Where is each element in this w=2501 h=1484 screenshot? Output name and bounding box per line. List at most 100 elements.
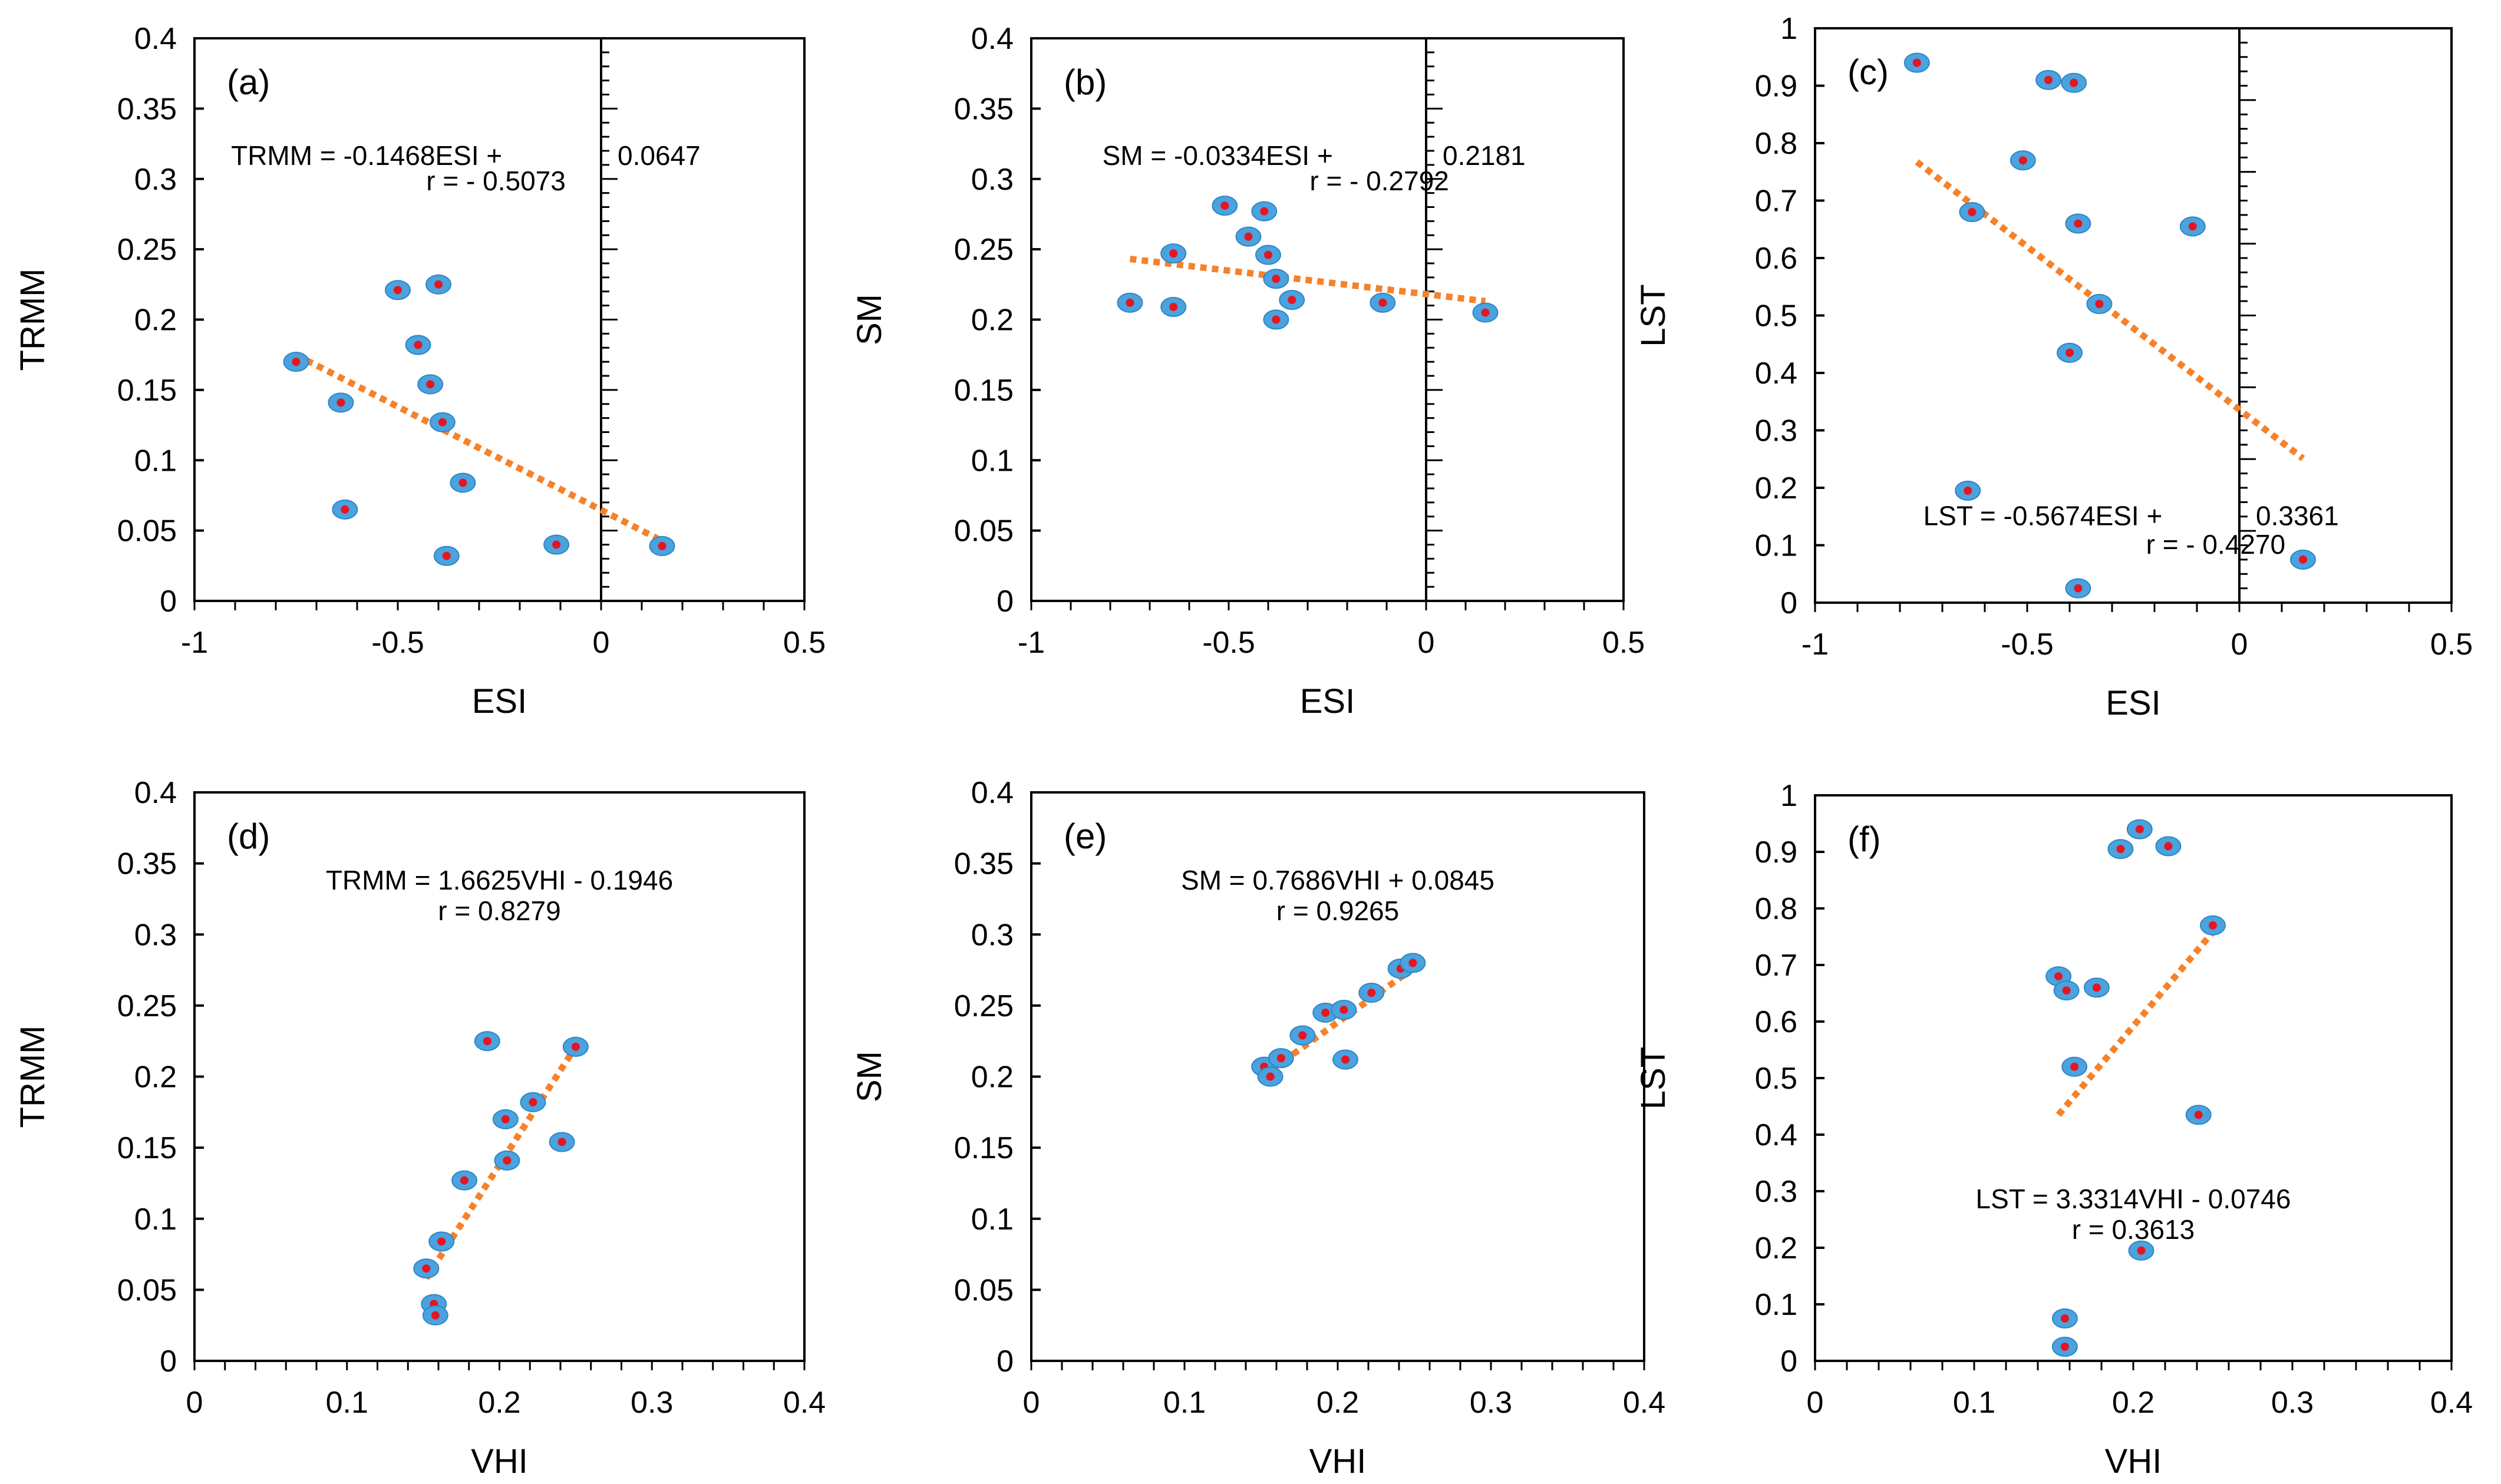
data-point bbox=[1117, 292, 1143, 313]
y-tick-label: 0.4 bbox=[971, 22, 1014, 56]
panel-e: 0 0.05 0.1 0.15 0.2 0.25 0.3 0.35 0.4 0 0.1 0.2 0.3 0… bbox=[850, 776, 1665, 1480]
y-axis-label: TRMM bbox=[14, 1026, 52, 1128]
x-tick-label: 0 bbox=[1023, 1386, 1040, 1420]
data-point bbox=[1289, 1025, 1316, 1046]
y-tick-label: 0.3 bbox=[134, 918, 177, 952]
equation-constant: 0.3361 bbox=[2256, 500, 2339, 531]
data-point bbox=[1263, 269, 1289, 289]
y-tick-label: 0.6 bbox=[1755, 1005, 1797, 1039]
data-point bbox=[1160, 243, 1187, 264]
data-point bbox=[549, 1132, 575, 1152]
y-tick-label: 0.25 bbox=[954, 989, 1014, 1023]
data-point bbox=[405, 335, 431, 355]
x-axis-label: VHI bbox=[471, 1442, 528, 1480]
data-point bbox=[422, 1305, 448, 1326]
panel-d: 0 0.05 0.1 0.15 0.2 0.25 0.3 0.35 0.4 0 0.1 0.2 0.3 0… bbox=[14, 776, 826, 1480]
equation-constant: 0.2181 bbox=[1443, 140, 1526, 171]
y-tick-label: 0.7 bbox=[1755, 948, 1797, 983]
plot-frame bbox=[193, 37, 806, 602]
y-tick-label: 0.15 bbox=[954, 1131, 1014, 1165]
panel-label: (a) bbox=[227, 62, 270, 102]
y-tick-label: 0.3 bbox=[134, 163, 177, 197]
y-tick-label: 0.3 bbox=[971, 163, 1014, 197]
y-tick-label: 0.35 bbox=[954, 92, 1014, 126]
data-point bbox=[2155, 836, 2182, 857]
data-point bbox=[2051, 1337, 2078, 1357]
data-point bbox=[2065, 578, 2091, 599]
x-tick-label: 0.3 bbox=[2271, 1386, 2314, 1420]
x-tick-label: 0.5 bbox=[1602, 626, 1645, 660]
data-point bbox=[649, 536, 675, 556]
x-tick-label: 0.4 bbox=[783, 1386, 826, 1420]
data-point bbox=[332, 499, 358, 520]
panel-label: (f) bbox=[1847, 819, 1881, 859]
x-tick-label: 0.2 bbox=[478, 1386, 520, 1420]
data-point bbox=[328, 392, 354, 413]
y-tick-label: 0.4 bbox=[1755, 356, 1797, 391]
x-tick-label: 0.5 bbox=[783, 626, 826, 660]
x-tick-label: 0.5 bbox=[2430, 627, 2473, 662]
y-tick-label: 0.25 bbox=[117, 233, 177, 267]
data-point bbox=[1255, 244, 1281, 265]
y-tick-label: 0.15 bbox=[954, 374, 1014, 408]
r-value-label: r = - 0.2792 bbox=[1309, 166, 1449, 196]
data-point bbox=[543, 534, 570, 555]
y-tick-label: 0.2 bbox=[134, 303, 177, 338]
y-tick-label: 0 bbox=[997, 1344, 1014, 1379]
x-axis-label: VHI bbox=[2105, 1442, 2162, 1480]
y-tick-label: 0.2 bbox=[1755, 1231, 1797, 1265]
data-point bbox=[417, 374, 444, 395]
r-value-label: r = - 0.5073 bbox=[426, 166, 566, 196]
data-point bbox=[2086, 294, 2113, 314]
y-tick-label: 0.1 bbox=[1755, 529, 1797, 563]
data-point bbox=[1235, 226, 1262, 247]
data-point bbox=[520, 1092, 546, 1112]
y-tick-label: 0.5 bbox=[1755, 299, 1797, 333]
data-point bbox=[1358, 983, 1385, 1003]
x-tick-label: -1 bbox=[181, 626, 208, 660]
data-point bbox=[2035, 70, 2061, 90]
x-tick-label: 0 bbox=[2231, 627, 2248, 662]
y-tick-label: 0.1 bbox=[134, 444, 177, 478]
data-point bbox=[450, 472, 476, 493]
data-point bbox=[1160, 297, 1187, 318]
x-tick-label: 0 bbox=[186, 1386, 203, 1420]
y-tick-label: 0.25 bbox=[117, 989, 177, 1023]
equation-label: LST = 3.3314VHI - 0.0746 bbox=[1976, 1184, 2291, 1214]
data-point bbox=[1959, 202, 1985, 222]
equation-label: SM = -0.0334ESI + bbox=[1103, 140, 1333, 171]
data-point bbox=[1331, 1000, 1357, 1020]
equation-label: SM = 0.7686VHI + 0.0845 bbox=[1181, 865, 1494, 895]
panel-label: (e) bbox=[1064, 817, 1107, 856]
y-axis-label: LST bbox=[1634, 1047, 1672, 1109]
y-tick-label: 0.4 bbox=[134, 22, 177, 56]
r-value-label: r = - 0.4270 bbox=[2146, 529, 2286, 560]
y-tick-label: 0.4 bbox=[971, 776, 1014, 810]
y-tick-label: 0 bbox=[1780, 1344, 1797, 1379]
x-tick-label: -0.5 bbox=[371, 626, 424, 660]
trend-line bbox=[1129, 256, 1486, 305]
y-axis-label: SM bbox=[850, 1051, 889, 1102]
plot-frame bbox=[1030, 37, 1625, 602]
y-tick-label: 0.1 bbox=[1755, 1288, 1797, 1322]
y-tick-label: 1 bbox=[1780, 779, 1797, 813]
y-tick-label: 0.9 bbox=[1755, 70, 1797, 104]
data-point bbox=[1903, 52, 1930, 73]
y-tick-label: 0.2 bbox=[134, 1060, 177, 1095]
y-tick-label: 0 bbox=[160, 1344, 177, 1379]
data-point bbox=[451, 1170, 477, 1191]
plot-frame bbox=[1814, 794, 2453, 1362]
data-point bbox=[2083, 977, 2110, 998]
data-point bbox=[1472, 302, 1499, 323]
data-point bbox=[1212, 196, 1238, 216]
data-point bbox=[2061, 72, 2087, 93]
data-point bbox=[428, 1231, 455, 1252]
y-tick-label: 0.1 bbox=[971, 1202, 1014, 1237]
trend-line bbox=[1262, 965, 1417, 1078]
data-point bbox=[1268, 1048, 1294, 1069]
x-tick-label: -0.5 bbox=[2001, 627, 2054, 662]
data-point bbox=[2179, 216, 2206, 237]
y-tick-label: 0.8 bbox=[1755, 127, 1797, 161]
x-tick-label: 0 bbox=[1807, 1386, 1824, 1420]
x-tick-label: 0.2 bbox=[1317, 1386, 1359, 1420]
